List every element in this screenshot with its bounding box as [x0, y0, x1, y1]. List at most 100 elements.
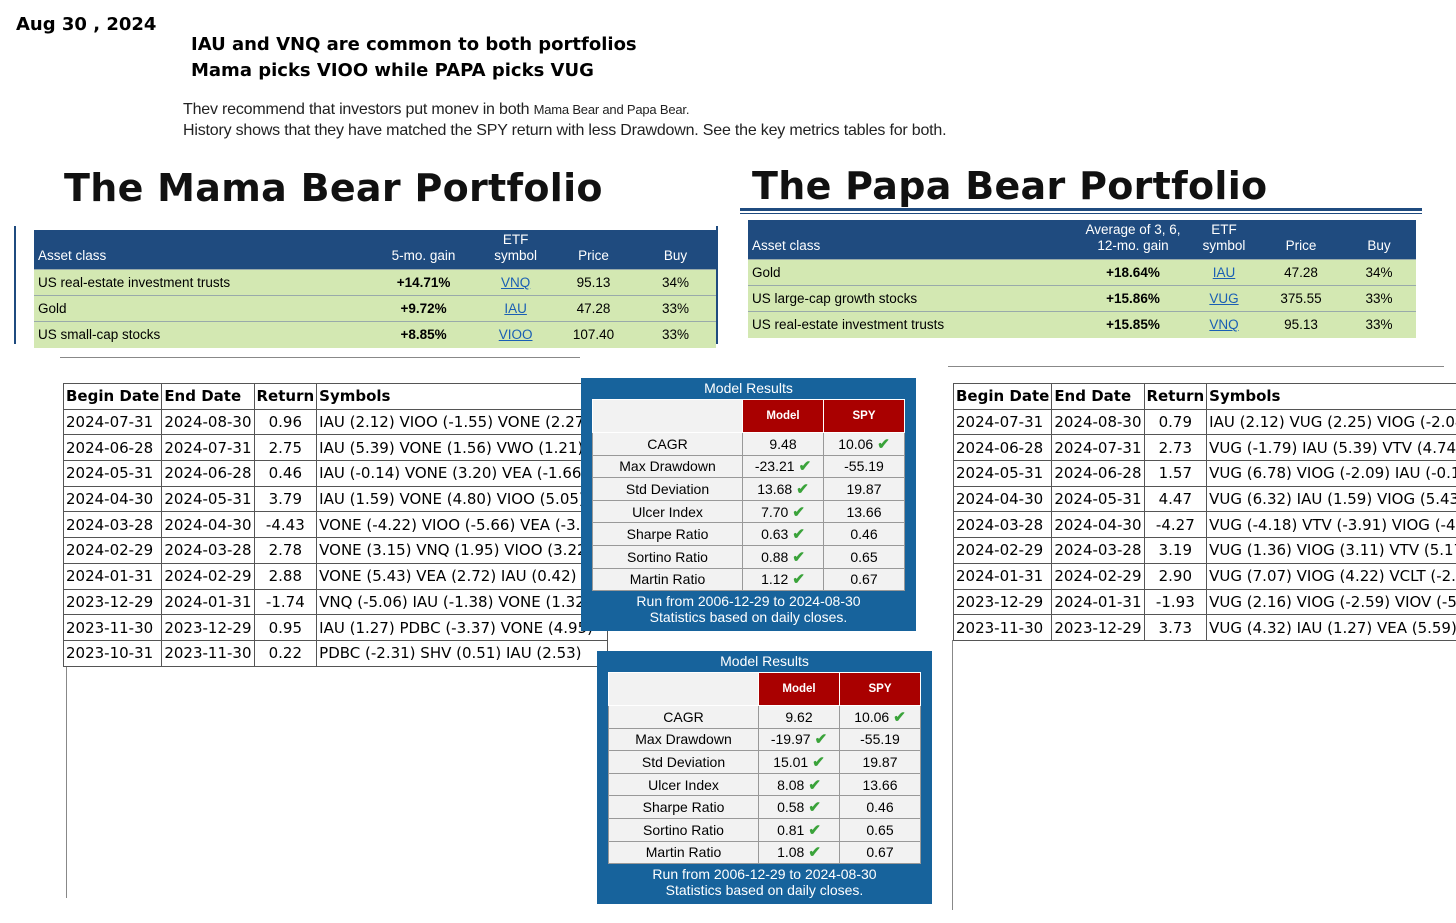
model-results-panel-papa: Model Results Model SPY CAGR 9.62 10.06 ✔ Ma…: [597, 651, 932, 904]
backtest-row: 2023-11-30 2023-12-29 0.95 IAU (1.27) PDBC …: [62, 614, 609, 641]
begin-date-cell: 2024-03-28: [952, 511, 1053, 539]
spy-value: 13.66: [846, 503, 882, 520]
gain-cell: +15.85%: [1078, 311, 1188, 338]
backtest-row: 2023-12-29 2024-01-31 -1.74 VNQ (-5.06) IAU…: [62, 588, 609, 616]
col-spy: SPY: [839, 672, 921, 706]
metric-row: Martin Ratio 1.12 ✔ 0.67: [592, 567, 905, 592]
allocation-row: US real-estate investment trusts +15.85% V…: [748, 311, 1416, 338]
end-date-cell: 2024-01-31: [1051, 588, 1145, 616]
spy-value-cell: 0.46: [823, 522, 905, 546]
end-date-cell: 2023-11-30: [161, 639, 255, 667]
metric-label: Martin Ratio: [592, 567, 743, 592]
symbols-cell: VUG (1.36) VIOG (3.11) VTV (5.17): [1206, 537, 1456, 564]
return-cell: 0.96: [253, 408, 318, 436]
headline-line-1: IAU and VNQ are common to both portfolio…: [191, 34, 637, 55]
col-gain: Average of 3, 6, 12-mo. gain: [1078, 220, 1188, 260]
col-begin-date: Begin Date: [62, 383, 163, 410]
end-date-cell: 2024-08-30: [161, 408, 255, 436]
symbols-cell: VUG (6.32) IAU (1.59) VIOG (5.43): [1206, 485, 1456, 513]
mama-allocation-table: Asset class 5-mo. gain ETF symbol Price …: [34, 230, 716, 348]
begin-date-cell: 2024-02-29: [952, 537, 1053, 564]
end-date-cell: 2024-04-30: [1051, 511, 1145, 539]
symbols-cell: VONE (5.43) VEA (2.72) IAU (0.42): [316, 562, 609, 590]
backtest-row: 2024-01-31 2024-02-29 2.88 VONE (5.43) VEA …: [62, 562, 609, 590]
metric-label: Sortino Ratio: [608, 817, 759, 842]
model-results-title: Model Results: [704, 380, 793, 396]
col-end-date: End Date: [161, 383, 255, 410]
return-cell: -4.27: [1143, 511, 1208, 539]
symbols-cell: VONE (-4.22) VIOO (-5.66) VEA (-3.41): [316, 511, 609, 539]
check-icon: ✔: [792, 526, 805, 544]
spy-value-cell: 0.46: [839, 795, 921, 819]
price-cell: 47.28: [1260, 259, 1342, 286]
headline-line-2: Mama picks VIOO while PAPA picks VUG: [191, 60, 594, 81]
return-cell: -1.74: [253, 588, 318, 616]
col-model: Model: [758, 672, 840, 706]
backtest-row: 2024-06-28 2024-07-31 2.75 IAU (5.39) VONE …: [62, 434, 609, 462]
col-etf-symbol: ETF symbol: [1188, 220, 1260, 260]
spy-value: 0.67: [850, 571, 878, 588]
backtest-row: 2024-02-29 2024-03-28 3.19 VUG (1.36) VIOG …: [952, 537, 1456, 564]
buy-cell: 33%: [635, 321, 716, 348]
model-value-cell: 9.48: [742, 432, 824, 456]
check-icon: ✔: [814, 731, 828, 749]
price-cell: 95.13: [1260, 311, 1342, 338]
recommendation-main: Thev recommend that investors put monev …: [183, 101, 530, 118]
model-results-table: Model SPY CAGR 9.48 10.06 ✔ Max Drawdown -23.…: [592, 399, 905, 592]
blank-header: [608, 672, 759, 706]
etf-symbol-link[interactable]: VIOO: [498, 327, 533, 343]
end-date-cell: 2024-07-31: [1051, 434, 1145, 462]
check-icon: ✔: [893, 708, 906, 726]
model-value: 0.81: [777, 821, 805, 838]
spy-value-cell: -55.19: [823, 454, 905, 479]
model-value: 7.70: [761, 503, 789, 520]
symbols-cell: IAU (1.27) PDBC (-3.37) VONE (4.95): [316, 614, 609, 641]
etf-symbol-link[interactable]: VNQ: [500, 275, 531, 290]
mama-backtest-frame-top: [60, 357, 580, 358]
backtest-row: 2024-07-31 2024-08-30 0.96 IAU (2.12) VIOO …: [62, 408, 609, 436]
metric-label: Ulcer Index: [608, 772, 759, 797]
gain-cell: +15.86%: [1078, 285, 1188, 312]
model-value-cell: 8.08 ✔: [758, 772, 840, 797]
model-results-header: Model SPY: [592, 399, 905, 433]
model-value: 1.12: [761, 571, 789, 588]
check-icon: ✔: [792, 548, 805, 566]
mama-backtest-table: Begin Date End Date Return Symbols 2024-…: [62, 383, 609, 667]
papa-allocation-table: Asset class Average of 3, 6, 12-mo. gain…: [748, 220, 1416, 338]
end-date-cell: 2024-08-30: [1051, 408, 1145, 436]
model-value-cell: 1.12 ✔: [742, 567, 824, 592]
etf-symbol-link[interactable]: VNQ: [1209, 317, 1239, 333]
gain-cell: +9.72%: [367, 295, 480, 322]
spy-value: 10.06: [838, 435, 874, 452]
col-asset-class: Asset class: [34, 230, 368, 270]
etf-symbol-link[interactable]: VUG: [1209, 291, 1239, 306]
model-value-cell: 0.58 ✔: [758, 795, 840, 819]
spy-value-cell: 10.06 ✔: [839, 705, 921, 729]
price-cell: 47.28: [552, 295, 636, 322]
end-date-cell: 2024-06-28: [161, 460, 255, 487]
return-cell: 3.73: [1143, 614, 1208, 641]
allocation-row: US real-estate investment trusts +14.71% V…: [34, 269, 716, 296]
col-model: Model: [742, 399, 824, 433]
return-cell: 0.79: [1143, 408, 1208, 436]
buy-cell: 34%: [1342, 259, 1416, 286]
check-icon: ✔: [792, 571, 805, 589]
stats-note: Statistics based on daily closes.: [649, 609, 848, 626]
date-label: Aug 30 , 2024: [16, 14, 157, 35]
etf-symbol-link[interactable]: IAU: [504, 301, 527, 316]
papa-backtest-frame-left: [952, 640, 953, 910]
model-value: -23.21: [754, 458, 795, 475]
col-symbols: Symbols: [316, 383, 609, 410]
mama-backtest-header: Begin Date End Date Return Symbols: [62, 383, 609, 410]
buy-cell: 34%: [635, 269, 716, 296]
begin-date-cell: 2024-07-31: [62, 408, 163, 436]
metric-label: Martin Ratio: [608, 840, 759, 865]
model-value-cell: 0.81 ✔: [758, 817, 840, 842]
begin-date-cell: 2023-12-29: [952, 588, 1053, 616]
etf-symbol-link[interactable]: IAU: [1212, 265, 1236, 280]
metric-row: Sharpe Ratio 0.63 ✔ 0.46: [592, 522, 905, 546]
backtest-row: 2024-04-30 2024-05-31 3.79 IAU (1.59) VONE …: [62, 485, 609, 513]
model-results-title: Model Results: [720, 653, 809, 669]
model-value: 9.48: [769, 435, 797, 452]
metric-label: Std Deviation: [608, 750, 759, 774]
